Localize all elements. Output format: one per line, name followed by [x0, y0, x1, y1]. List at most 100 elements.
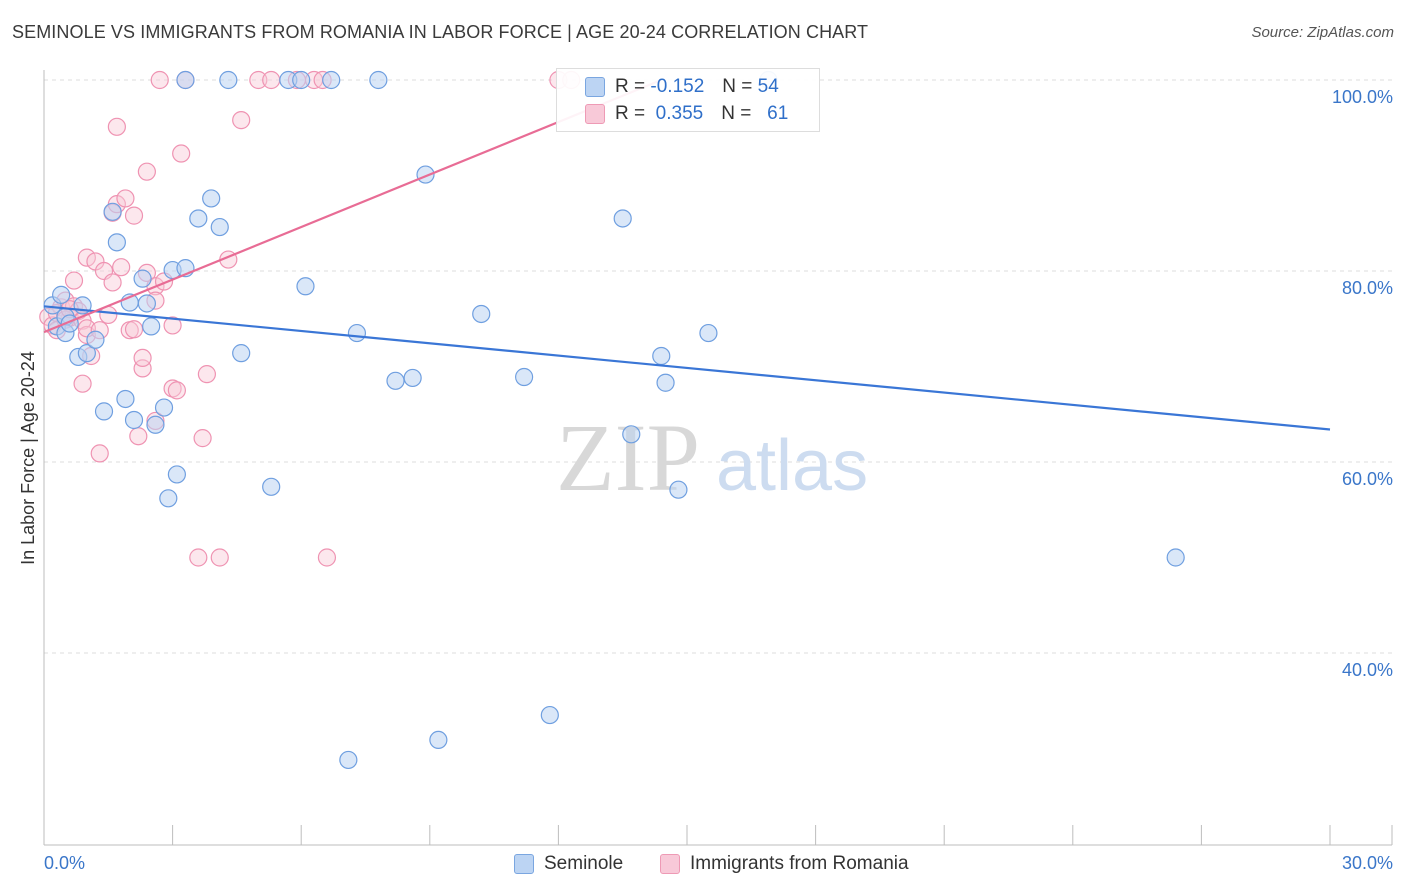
r-label: R = [615, 76, 646, 97]
x-tick-label-min: 0.0% [44, 853, 85, 873]
seminole-trend-line [43, 305, 1331, 431]
romania-point [133, 348, 152, 368]
romania-point [167, 381, 186, 400]
romania-point [210, 548, 229, 567]
seminole-point [232, 344, 251, 363]
seminole-point [296, 277, 315, 296]
stats-legend: R = -0.152 N = 54 R = 0.355 N = 61 [556, 68, 820, 132]
y-tick-label: 80.0% [1342, 278, 1393, 298]
seminole-point [322, 70, 341, 90]
romania-point [64, 271, 84, 290]
romania-swatch [585, 104, 605, 124]
source-label: Source: ZipAtlas.com [1251, 24, 1394, 41]
y-tick-label: 60.0% [1342, 469, 1393, 489]
romania-point [124, 206, 144, 225]
seminole-point [515, 367, 534, 387]
seminole-point [472, 304, 491, 324]
gridlines [44, 79, 1392, 654]
chart-title: SEMINOLE VS IMMIGRANTS FROM ROMANIA IN L… [12, 22, 869, 42]
r-label: R = [615, 103, 646, 124]
seminole-point [622, 425, 641, 444]
seminole-point [210, 217, 229, 237]
seminole-point [613, 209, 632, 228]
seminole-point [176, 70, 195, 90]
seminole-point [94, 402, 114, 421]
seminole-point [262, 477, 281, 496]
seminole-point [347, 323, 367, 343]
legend-label-romania: Immigrants from Romania [690, 853, 909, 874]
seminole-point [652, 346, 671, 366]
romania-point [172, 144, 191, 163]
r-value: 0.355 [655, 103, 704, 124]
n-label: N = [721, 103, 752, 124]
seminole-legend-swatch [514, 854, 534, 874]
r-value: -0.152 [650, 76, 705, 97]
romania-point [103, 273, 122, 292]
seminole-point [167, 465, 186, 484]
seminole-point [1166, 548, 1185, 567]
seminole-point [154, 398, 174, 417]
legend-label-seminole: Seminole [544, 853, 624, 874]
axes [43, 70, 1393, 846]
romania-point [249, 70, 268, 90]
seminole-point [86, 330, 105, 349]
seminole-point [403, 368, 422, 388]
stats-row-romania: R = 0.355 N = 61 [557, 101, 788, 127]
seminole-point [429, 730, 448, 750]
romania-point [90, 444, 109, 463]
romania-point [107, 117, 126, 136]
watermark-atlas: atlas [716, 426, 868, 506]
seminole-point [369, 70, 388, 90]
romania-point [163, 316, 182, 335]
seminole-point [159, 489, 178, 508]
y-tick-label: 40.0% [1342, 660, 1393, 680]
x-tick-label-max: 30.0% [1342, 853, 1393, 873]
seminole-point [540, 705, 559, 725]
seminole-point [142, 317, 161, 336]
seminole-point [116, 389, 135, 409]
seminole-point [189, 209, 208, 228]
seminole-point [77, 344, 96, 363]
seminole-point [219, 70, 238, 90]
romania-legend-swatch [660, 854, 680, 874]
romania-point [197, 365, 216, 384]
legend-item-romania[interactable]: Immigrants from Romania [660, 852, 909, 876]
seminole-point [292, 70, 311, 90]
seminole-point [699, 323, 718, 343]
n-label: N = [722, 76, 753, 97]
seminole-point [103, 202, 122, 221]
legend-item-seminole[interactable]: Seminole [514, 852, 623, 876]
romania-point [73, 374, 92, 393]
romania-point [189, 548, 208, 567]
romania-point [232, 111, 251, 130]
trend-lines [43, 78, 1331, 431]
romania-point [317, 548, 337, 567]
y-tick-label: 100.0% [1332, 87, 1393, 107]
seminole-point [146, 415, 165, 434]
romania-point [124, 320, 144, 339]
stats-row-seminole: R = -0.152 N = 54 [557, 74, 779, 100]
tick-labels: 40.0% 60.0% 80.0% 100.0% 0.0% 30.0% [44, 87, 1393, 873]
n-value: 61 [767, 103, 789, 124]
seminole-point [137, 294, 156, 313]
seminole-point [339, 750, 358, 770]
seminole-point [202, 189, 221, 208]
seminole-point [107, 233, 126, 252]
romania-point [262, 70, 281, 90]
y-axis-label: In Labor Force | Age 20-24 [18, 351, 38, 565]
seminole-point [386, 371, 405, 390]
seminole-point [133, 269, 152, 288]
romania-point [133, 359, 152, 378]
seminole-point [52, 285, 71, 304]
seminole-point [124, 410, 144, 430]
romania-point [116, 189, 135, 208]
romania-point [77, 248, 96, 267]
n-value: 54 [757, 76, 779, 97]
romania-point [112, 258, 131, 277]
romania-point [150, 70, 169, 90]
watermark: ZIP atlas [556, 404, 868, 511]
seminole-point [656, 373, 675, 392]
seminole-swatch [585, 77, 605, 97]
romania-point [193, 429, 212, 448]
